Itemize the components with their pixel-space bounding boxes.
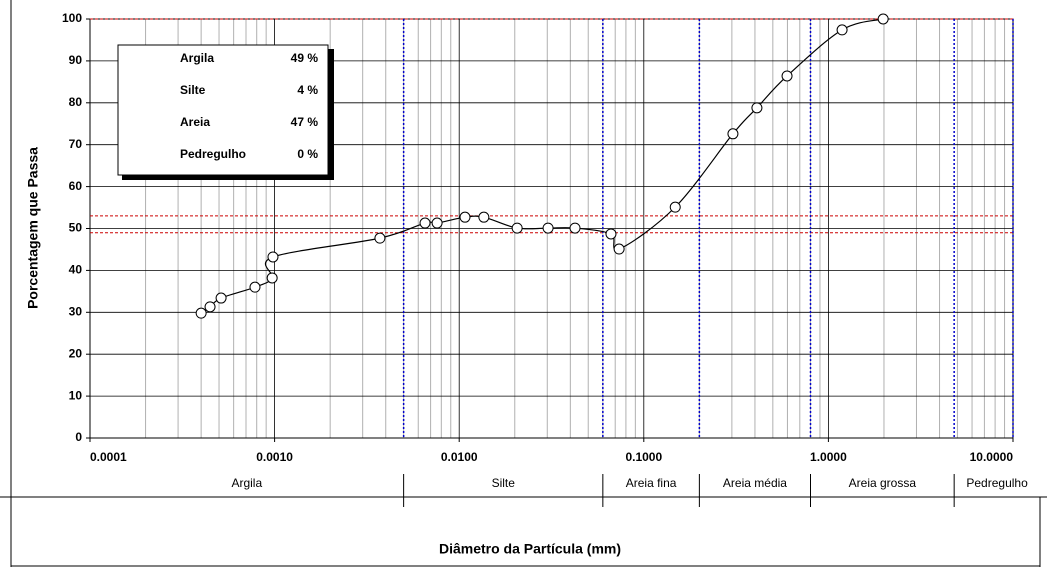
data-point <box>727 128 739 140</box>
y-tick-label: 70 <box>69 137 83 151</box>
data-point <box>215 292 227 304</box>
data-point <box>781 70 793 82</box>
x-axis-title: Diâmetro da Partícula (mm) <box>439 541 621 557</box>
data-point <box>266 272 278 284</box>
legend-box <box>117 44 329 176</box>
x-tick-label: 0.0100 <box>441 450 478 464</box>
data-point <box>511 222 523 234</box>
y-tick-label: 40 <box>69 263 83 277</box>
data-point <box>751 102 763 114</box>
data-point <box>195 307 207 319</box>
legend-name: Areia <box>180 115 210 129</box>
band-label: Pedregulho <box>966 476 1028 490</box>
data-point <box>605 228 617 240</box>
band-label: Argila <box>231 476 262 490</box>
x-tick-label: 10.0000 <box>970 450 1014 464</box>
y-tick-label: 100 <box>62 11 82 25</box>
band-label: Areia grossa <box>849 476 917 490</box>
y-tick-label: 60 <box>69 179 83 193</box>
y-tick-label: 0 <box>75 430 82 444</box>
legend-name: Argila <box>180 51 214 65</box>
data-point <box>478 211 490 223</box>
data-point <box>249 281 261 293</box>
legend-name: Silte <box>180 83 206 97</box>
data-point <box>836 24 848 36</box>
legend-value: 49 % <box>291 51 319 65</box>
band-label: Areia média <box>723 476 787 490</box>
y-tick-label: 50 <box>69 221 83 235</box>
data-point <box>877 13 889 25</box>
y-tick-label: 10 <box>69 388 83 402</box>
x-tick-label: 1.0000 <box>810 450 847 464</box>
legend-name: Pedregulho <box>180 147 246 161</box>
band-label: Silte <box>492 476 516 490</box>
data-point <box>267 251 279 263</box>
legend-value: 4 % <box>297 83 318 97</box>
data-point <box>542 222 554 234</box>
data-point <box>431 217 443 229</box>
data-line <box>200 18 884 314</box>
data-point <box>419 217 431 229</box>
data-point <box>613 243 625 255</box>
y-tick-label: 30 <box>69 304 83 318</box>
data-point <box>459 211 471 223</box>
legend-value: 0 % <box>297 147 318 161</box>
y-tick-label: 20 <box>69 346 83 360</box>
y-tick-label: 80 <box>69 95 83 109</box>
band-label: Areia fina <box>626 476 677 490</box>
data-point <box>569 222 581 234</box>
y-axis-title: Porcentagem que Passa <box>25 147 41 309</box>
data-point <box>204 301 216 313</box>
x-tick-label: 0.0001 <box>90 450 127 464</box>
x-tick-label: 0.1000 <box>625 450 662 464</box>
data-point <box>669 201 681 213</box>
x-tick-label: 0.0010 <box>256 450 293 464</box>
data-point <box>374 232 386 244</box>
y-tick-label: 90 <box>69 53 83 67</box>
legend-value: 47 % <box>291 115 319 129</box>
